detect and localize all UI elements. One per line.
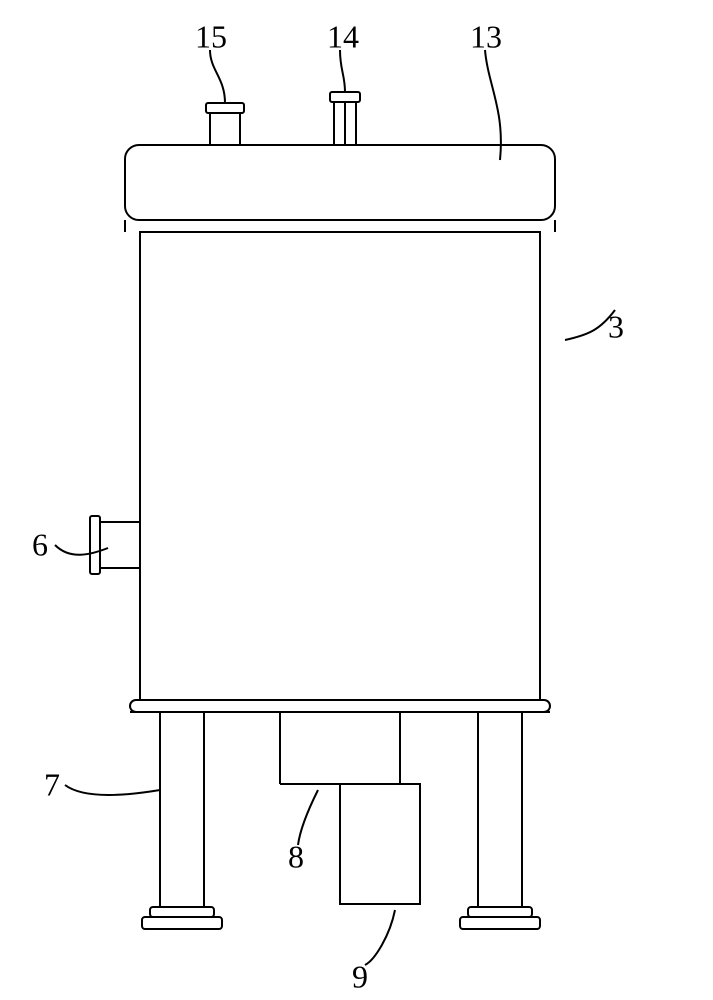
label-3: 3 (608, 309, 624, 345)
top-port-15-cap (206, 103, 244, 113)
label-9: 9 (352, 959, 368, 995)
label-13: 13 (470, 19, 502, 55)
top-port-14-cap (330, 92, 360, 102)
label-7: 7 (44, 767, 60, 803)
label-8: 8 (288, 839, 304, 875)
leg-right-foot-lower (460, 917, 540, 929)
bottom-block-8-sides (280, 712, 400, 784)
leg-left (160, 712, 204, 907)
top-port-15-stem (210, 113, 240, 145)
label-15: 15 (195, 19, 227, 55)
lid (125, 145, 555, 220)
leader-to-9 (365, 910, 395, 965)
leg-right-foot-upper (468, 907, 532, 917)
leader-to-7 (65, 785, 160, 795)
label-6: 6 (32, 527, 48, 563)
leader-to-15 (210, 50, 225, 103)
leg-right (478, 712, 522, 907)
leg-left-foot-lower (142, 917, 222, 929)
label-14: 14 (327, 19, 359, 55)
leader-to-8 (298, 790, 318, 845)
technical-drawing: 15 14 13 3 6 7 8 9 (0, 0, 713, 1000)
side-port-body (100, 522, 140, 568)
leg-left-foot-upper (150, 907, 214, 917)
leader-to-13 (485, 50, 501, 160)
leader-to-14 (340, 50, 345, 92)
tank-body (140, 232, 540, 700)
side-port-flange (90, 516, 100, 574)
